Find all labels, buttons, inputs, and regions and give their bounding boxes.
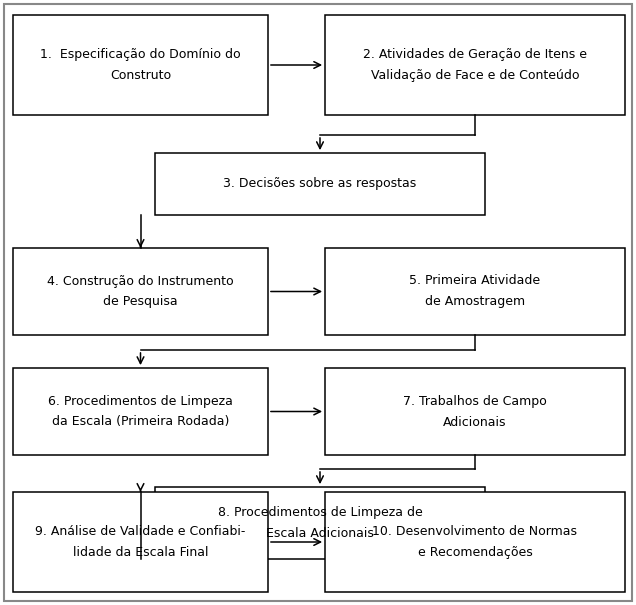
Text: 6. Procedimentos de Limpeza
da Escala (Primeira Rodada): 6. Procedimentos de Limpeza da Escala (P… (48, 394, 233, 428)
Text: 1.  Especificação do Domínio do
Construto: 1. Especificação do Domínio do Construto (40, 48, 241, 82)
Bar (325, 248, 625, 335)
Text: 9. Análise de Validade e Confiabi-
lidade da Escala Final: 9. Análise de Validade e Confiabi- lidad… (36, 525, 245, 559)
Bar (13, 492, 268, 592)
Bar (325, 368, 625, 455)
Text: 8. Procedimentos de Limpeza de
Escala Adicionais: 8. Procedimentos de Limpeza de Escala Ad… (218, 506, 422, 540)
Text: 2. Atividades de Geração de Itens e
Validação de Face e de Conteúdo: 2. Atividades de Geração de Itens e Vali… (363, 48, 587, 82)
Bar (13, 368, 268, 455)
Text: 10. Desenvolvimento de Normas
e Recomendações: 10. Desenvolvimento de Normas e Recomend… (373, 525, 577, 559)
Bar (155, 153, 485, 215)
Text: 7. Trabalhos de Campo
Adicionais: 7. Trabalhos de Campo Adicionais (403, 394, 547, 428)
Bar (325, 15, 625, 115)
Text: 5. Primeira Atividade
de Amostragem: 5. Primeira Atividade de Amostragem (410, 275, 541, 309)
Text: 4. Construção do Instrumento
de Pesquisa: 4. Construção do Instrumento de Pesquisa (47, 275, 234, 309)
Bar (13, 15, 268, 115)
Text: 3. Decisões sobre as respostas: 3. Decisões sobre as respostas (223, 177, 417, 191)
Bar (325, 492, 625, 592)
Bar (13, 248, 268, 335)
Bar (155, 487, 485, 559)
